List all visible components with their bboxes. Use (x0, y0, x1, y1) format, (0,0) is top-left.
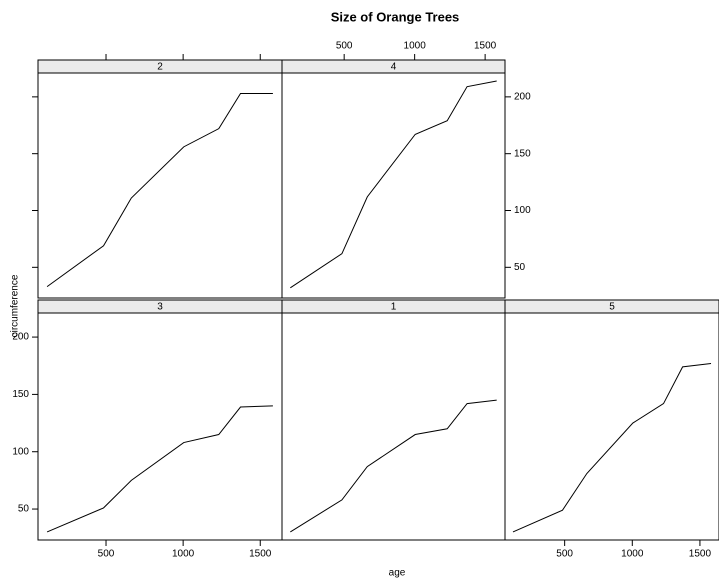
series-line (290, 399, 497, 533)
strip-label: 1 (391, 302, 397, 313)
strip-label: 5 (609, 302, 615, 313)
x-tick-label: 1500 (474, 41, 497, 52)
x-axis-label: age (389, 568, 406, 579)
x-tick-label: 1500 (689, 549, 712, 560)
y-tick-label: 150 (12, 389, 29, 400)
panel (37, 312, 283, 541)
strip-label: 4 (391, 62, 397, 73)
panel (281, 312, 506, 541)
x-tick-label: 1000 (172, 549, 195, 560)
y-tick-label: 200 (12, 332, 29, 343)
chart-title: Size of Orange Trees (331, 9, 460, 24)
series-line (46, 405, 273, 533)
strip-label: 3 (157, 302, 163, 313)
y-tick-label: 50 (18, 504, 30, 515)
panel (504, 312, 719, 541)
x-tick-label: 1000 (621, 549, 644, 560)
y-tick-label: 100 (514, 205, 531, 216)
series-line (512, 362, 712, 533)
y-tick-label: 200 (514, 92, 531, 103)
panel (281, 72, 506, 299)
panel (37, 72, 283, 299)
y-tick-label: 100 (12, 446, 29, 457)
y-tick-label: 150 (514, 148, 531, 159)
x-tick-label: 500 (556, 549, 573, 560)
x-tick-label: 500 (98, 549, 115, 560)
y-axis-label: circumference (10, 274, 21, 337)
x-tick-label: 1000 (404, 41, 427, 52)
series-line (290, 80, 497, 289)
x-tick-label: 500 (336, 41, 353, 52)
y-tick-label: 50 (514, 262, 526, 273)
series-line (46, 92, 273, 288)
x-tick-label: 1500 (249, 549, 272, 560)
strip-label: 2 (157, 62, 163, 73)
